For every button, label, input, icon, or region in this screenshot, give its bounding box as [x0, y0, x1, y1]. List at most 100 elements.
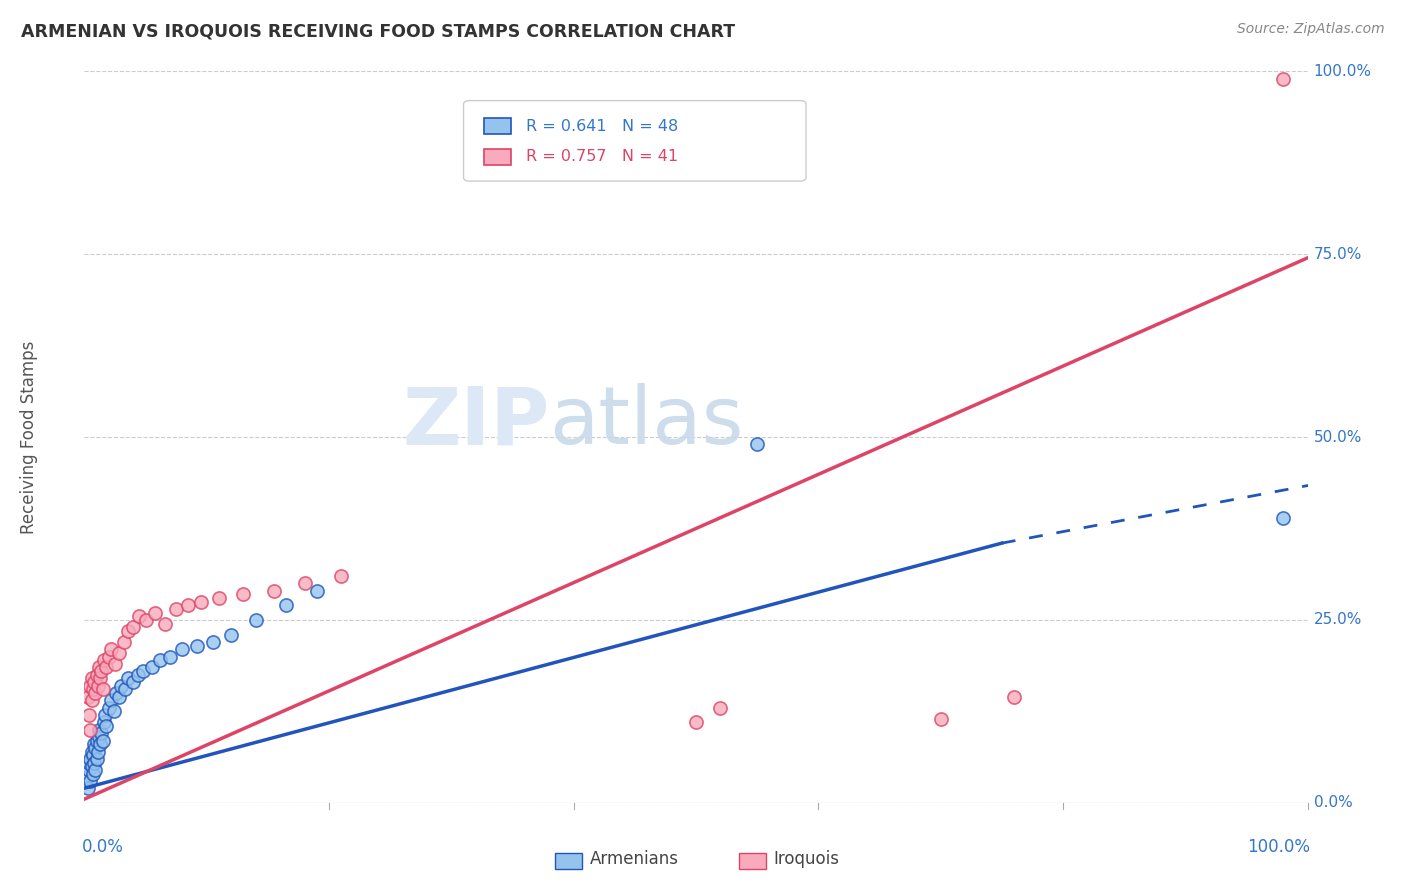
Text: Iroquois: Iroquois [773, 850, 839, 868]
Point [77, 690, 100, 704]
Point [79, 773, 101, 788]
Point [141, 660, 163, 674]
Point [79, 752, 101, 766]
Point [1002, 690, 1025, 704]
Point [87, 660, 110, 674]
Point [79, 679, 101, 693]
Point [100, 693, 122, 707]
Text: 0.0%: 0.0% [1313, 796, 1353, 810]
FancyBboxPatch shape [484, 149, 512, 165]
Point [929, 712, 952, 726]
Text: 100.0%: 100.0% [1313, 64, 1372, 78]
Point [80, 745, 103, 759]
Text: 100.0%: 100.0% [1247, 838, 1310, 856]
FancyBboxPatch shape [464, 101, 806, 181]
Text: Source: ZipAtlas.com: Source: ZipAtlas.com [1237, 22, 1385, 37]
Point [87, 679, 110, 693]
Point [91, 733, 114, 747]
Point [276, 599, 298, 613]
Point [100, 642, 122, 657]
Point [84, 686, 107, 700]
Point [76, 770, 98, 784]
Point [165, 602, 187, 616]
Point [97, 700, 120, 714]
Point [86, 752, 108, 766]
Point [208, 591, 231, 605]
Text: atlas: atlas [550, 384, 744, 461]
Point [143, 606, 166, 620]
Point [77, 781, 100, 796]
Point [685, 715, 707, 730]
Point [77, 708, 100, 723]
Point [96, 660, 118, 674]
Text: 0.0%: 0.0% [82, 838, 124, 856]
Text: ZIP: ZIP [402, 384, 550, 461]
Point [83, 737, 105, 751]
Text: Receiving Food Stamps: Receiving Food Stamps [20, 341, 38, 533]
Point [122, 620, 145, 634]
Point [77, 763, 100, 777]
Point [82, 748, 104, 763]
Text: 75.0%: 75.0% [1313, 247, 1362, 261]
Point [93, 715, 115, 730]
Point [107, 646, 129, 660]
Point [127, 667, 149, 681]
Point [97, 649, 120, 664]
Text: Armenians: Armenians [589, 850, 679, 868]
Point [103, 705, 125, 719]
Point [245, 613, 267, 627]
FancyBboxPatch shape [484, 118, 512, 135]
Point [77, 756, 100, 770]
Point [105, 686, 128, 700]
Point [107, 690, 129, 704]
Point [82, 766, 104, 780]
Point [709, 700, 731, 714]
Point [122, 675, 145, 690]
Point [149, 653, 172, 667]
Point [80, 693, 103, 707]
Point [80, 759, 103, 773]
Point [159, 649, 181, 664]
Point [219, 627, 242, 641]
Point [79, 723, 101, 737]
Point [172, 642, 194, 657]
Point [117, 624, 139, 638]
Point [83, 675, 105, 690]
Point [80, 672, 103, 686]
Text: R = 0.641   N = 48: R = 0.641 N = 48 [526, 119, 678, 134]
Point [186, 639, 208, 653]
Text: ARMENIAN VS IROQUOIS RECEIVING FOOD STAMPS CORRELATION CHART: ARMENIAN VS IROQUOIS RECEIVING FOOD STAM… [21, 22, 735, 40]
Point [132, 664, 155, 678]
Point [89, 672, 111, 686]
Point [153, 616, 176, 631]
Point [177, 599, 200, 613]
Point [747, 437, 769, 451]
Point [86, 667, 108, 681]
Point [110, 679, 132, 693]
Point [190, 594, 212, 608]
Point [86, 733, 108, 747]
Point [305, 583, 328, 598]
Point [135, 613, 157, 627]
Point [114, 682, 136, 697]
Point [82, 682, 104, 697]
Point [232, 587, 254, 601]
Point [201, 635, 224, 649]
Text: 25.0%: 25.0% [1313, 613, 1362, 627]
Point [90, 726, 112, 740]
Point [96, 719, 118, 733]
Point [294, 576, 316, 591]
FancyBboxPatch shape [738, 853, 766, 869]
Point [1272, 71, 1295, 86]
Point [87, 745, 110, 759]
Point [87, 723, 110, 737]
Point [1272, 510, 1295, 524]
Point [91, 682, 114, 697]
Point [87, 730, 110, 744]
Point [89, 737, 111, 751]
FancyBboxPatch shape [555, 853, 582, 869]
Text: 50.0%: 50.0% [1313, 430, 1362, 444]
Point [84, 763, 107, 777]
Point [84, 740, 107, 755]
Point [83, 756, 105, 770]
